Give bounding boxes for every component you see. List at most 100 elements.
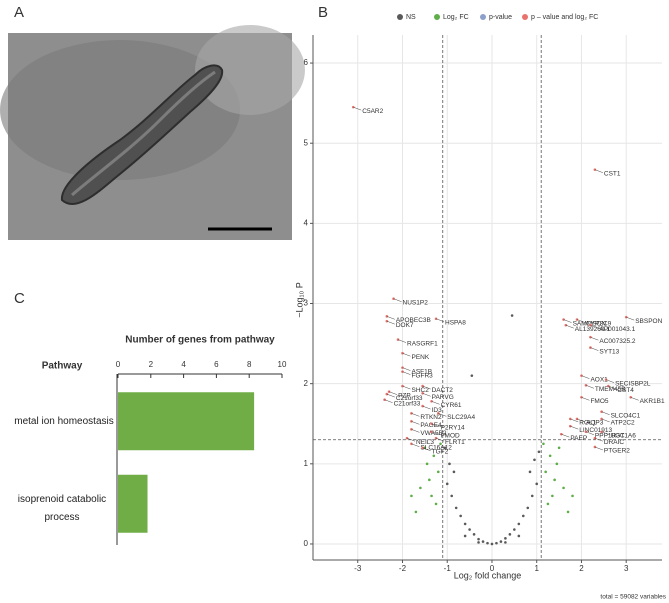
label-leader [386, 393, 395, 398]
gene-label: SBSPON [635, 318, 662, 325]
label-leader [565, 324, 574, 329]
label-leader [576, 418, 586, 423]
label-leader [353, 106, 362, 111]
y-tick-label: 4 [304, 218, 309, 227]
gene-label: C5AR2 [362, 108, 383, 115]
label-leader [431, 423, 440, 427]
point [481, 540, 485, 543]
y-axis-title: Pathway [42, 361, 83, 372]
point [450, 494, 454, 498]
label-leader [393, 298, 402, 302]
gene-label: PENK [411, 354, 429, 361]
point [521, 514, 525, 518]
label-leader [561, 433, 570, 438]
legend-marker [397, 14, 403, 20]
label-leader [422, 405, 431, 410]
gene-label: LINC01913 [579, 427, 612, 434]
point [537, 450, 541, 454]
gene-label: AL139260.1 [575, 326, 610, 333]
gene-label: SECISBP2L [615, 380, 651, 387]
point [463, 534, 467, 538]
gene-label: CYP2C9 [586, 320, 612, 327]
x-axis-title: Log₂ fold change [454, 570, 522, 580]
point [472, 533, 476, 536]
point [410, 494, 413, 498]
label-leader [422, 385, 431, 390]
panel-label: C [14, 290, 25, 307]
gene-label: APOBEC3B [396, 317, 431, 324]
x-tick-label: 10 [278, 360, 287, 369]
point [432, 454, 436, 458]
point [504, 537, 507, 540]
label-leader [431, 401, 440, 405]
point [517, 534, 521, 538]
label-leader [435, 437, 445, 442]
gene-label: DOK7 [396, 322, 414, 329]
label-leader [601, 418, 610, 423]
point [470, 374, 474, 377]
label-leader [406, 437, 416, 442]
y-axis-title: −Log₁₀ P [294, 282, 304, 318]
label-leader [608, 385, 617, 390]
gene-label: PTGER2 [604, 448, 630, 455]
label-leader [431, 431, 440, 435]
gene-label: ASF1B [411, 368, 432, 375]
x-tick-label: -2 [399, 564, 407, 573]
label-leader [626, 316, 635, 321]
label-leader [402, 371, 411, 375]
gene-label: SLCO4C1 [611, 412, 641, 419]
label-leader [585, 431, 595, 435]
gene-label: RASGRF1 [407, 340, 438, 347]
gene-label: SYT13 [599, 348, 619, 355]
label-leader [422, 447, 431, 452]
legend-label: NS [406, 14, 416, 21]
gene-label: C21orf33 [396, 395, 423, 402]
point [551, 494, 554, 498]
x-tick-label: 8 [247, 360, 252, 369]
gene-label: NEIL3 [416, 439, 434, 446]
gene-label: AKR1B1 [640, 398, 665, 405]
label-leader [411, 443, 420, 448]
label-leader [594, 437, 603, 442]
label-leader [563, 319, 572, 323]
point [452, 470, 456, 474]
gene-label: PAGE4 [420, 422, 442, 429]
category-label: metal ion homeostasis [14, 416, 114, 427]
point [443, 446, 447, 450]
label-leader [388, 391, 398, 395]
caption: total = 59082 variables [600, 594, 666, 601]
point [546, 502, 550, 506]
point [510, 314, 514, 317]
point [517, 522, 521, 526]
x-tick-label: 0 [116, 360, 121, 369]
label-leader [601, 431, 610, 435]
label-leader [438, 413, 447, 417]
label-leader [576, 319, 586, 323]
gene-label: HSPA8 [445, 319, 466, 326]
legend-marker [522, 14, 528, 20]
point [528, 470, 532, 474]
x-tick-label: 4 [181, 360, 186, 369]
label-leader [435, 318, 445, 322]
point [486, 541, 489, 545]
label-leader [570, 425, 579, 430]
legend-label: p-value [489, 14, 512, 21]
gene-label: SHC2 [411, 387, 429, 394]
gene-label: P2RY14 [441, 424, 465, 431]
point [459, 514, 462, 518]
point [504, 541, 507, 544]
legend-marker [480, 14, 486, 20]
x-tick-label: 1 [534, 564, 539, 573]
gene-label: SLC16A12 [420, 444, 452, 451]
point [526, 506, 530, 510]
panel-label: B [318, 4, 328, 21]
x-tick-label: -1 [444, 564, 452, 573]
bar [118, 392, 255, 451]
x-tick-label: 0 [490, 564, 495, 573]
label-leader [585, 385, 595, 389]
gene-label: PARVG [432, 394, 454, 401]
micrograph [0, 25, 305, 240]
y-tick-label: 6 [304, 58, 309, 67]
gene-label: CST1 [604, 170, 621, 177]
